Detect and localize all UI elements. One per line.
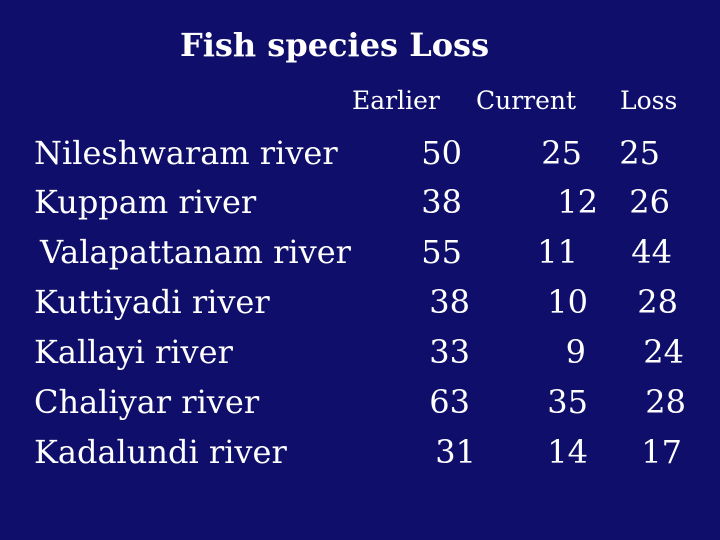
current-value: 11 (537, 233, 578, 271)
table-row: Kallayi river 33 9 24 (0, 333, 720, 381)
river-name: Valapattanam river (40, 233, 351, 271)
earlier-value: 63 (429, 383, 470, 421)
earlier-value: 33 (429, 333, 470, 371)
table-row: Nileshwaram river 50 25 25 (0, 134, 720, 182)
slide-title: Fish species Loss (180, 26, 490, 64)
river-name: Nileshwaram river (34, 134, 338, 172)
loss-value: 25 (619, 134, 660, 172)
loss-value: 28 (645, 383, 686, 421)
header-current: Current (476, 86, 577, 115)
loss-value: 44 (631, 233, 672, 271)
earlier-value: 38 (429, 283, 470, 321)
loss-value: 28 (637, 283, 678, 321)
current-value: 35 (547, 383, 588, 421)
table-row: Kuppam river 38 12 26 (0, 183, 720, 231)
earlier-value: 55 (421, 233, 462, 271)
river-name: Chaliyar river (34, 383, 260, 421)
river-name: Kuppam river (34, 183, 257, 221)
current-value: 12 (557, 183, 598, 221)
current-value: 10 (547, 283, 588, 321)
loss-value: 26 (629, 183, 670, 221)
current-value: 25 (541, 134, 582, 172)
river-name: Kallayi river (34, 333, 233, 371)
current-value: 14 (547, 433, 588, 471)
table-row: Kadalundi river 31 14 17 (0, 433, 720, 481)
earlier-value: 50 (421, 134, 462, 172)
table-row: Kuttiyadi river 38 10 28 (0, 283, 720, 331)
header-earlier: Earlier (352, 86, 440, 115)
earlier-value: 38 (421, 183, 462, 221)
earlier-value: 31 (435, 433, 476, 471)
river-name: Kadalundi river (34, 433, 287, 471)
table-row: Valapattanam river 55 11 44 (0, 233, 720, 281)
table-row: Chaliyar river 63 35 28 (0, 383, 720, 431)
loss-value: 17 (641, 433, 682, 471)
current-value: 9 (565, 333, 586, 371)
header-loss: Loss (620, 86, 678, 115)
river-name: Kuttiyadi river (34, 283, 270, 321)
loss-value: 24 (643, 333, 684, 371)
